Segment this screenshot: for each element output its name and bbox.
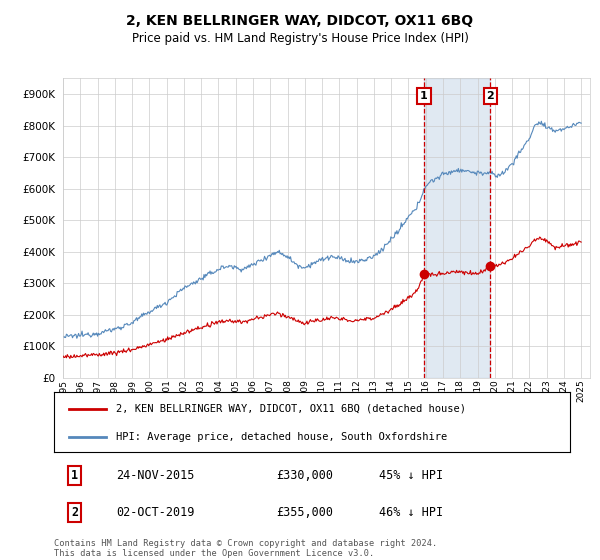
Text: 2, KEN BELLRINGER WAY, DIDCOT, OX11 6BQ: 2, KEN BELLRINGER WAY, DIDCOT, OX11 6BQ xyxy=(127,14,473,28)
Text: 2: 2 xyxy=(71,506,78,519)
Text: HPI: Average price, detached house, South Oxfordshire: HPI: Average price, detached house, Sout… xyxy=(116,432,447,442)
Text: 2, KEN BELLRINGER WAY, DIDCOT, OX11 6BQ (detached house): 2, KEN BELLRINGER WAY, DIDCOT, OX11 6BQ … xyxy=(116,404,466,414)
Bar xyxy=(424,78,490,378)
Text: 2: 2 xyxy=(487,91,494,101)
Text: Contains HM Land Registry data © Crown copyright and database right 2024.
This d: Contains HM Land Registry data © Crown c… xyxy=(54,539,437,558)
Text: £330,000: £330,000 xyxy=(276,469,333,482)
Text: £355,000: £355,000 xyxy=(276,506,333,519)
Text: 45% ↓ HPI: 45% ↓ HPI xyxy=(379,469,443,482)
Text: 24-NOV-2015: 24-NOV-2015 xyxy=(116,469,194,482)
Text: Price paid vs. HM Land Registry's House Price Index (HPI): Price paid vs. HM Land Registry's House … xyxy=(131,32,469,45)
Text: 02-OCT-2019: 02-OCT-2019 xyxy=(116,506,194,519)
Text: 1: 1 xyxy=(71,469,78,482)
Text: 46% ↓ HPI: 46% ↓ HPI xyxy=(379,506,443,519)
Text: 1: 1 xyxy=(420,91,428,101)
